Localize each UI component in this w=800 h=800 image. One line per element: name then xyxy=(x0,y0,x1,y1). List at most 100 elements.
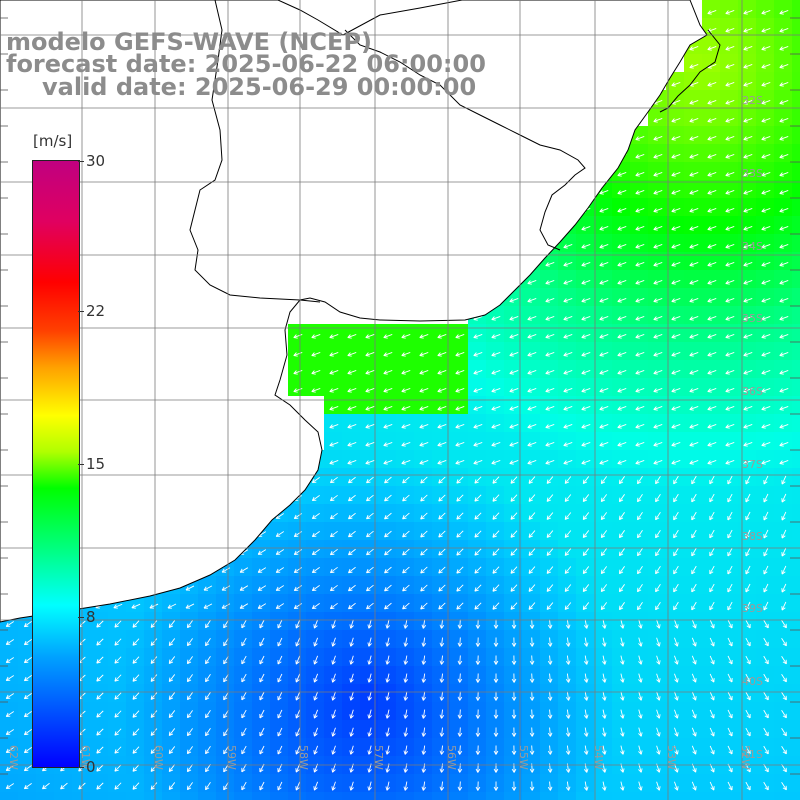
wind-arrow xyxy=(150,674,158,682)
wind-cell xyxy=(648,180,666,198)
wind-arrow xyxy=(745,637,751,647)
wind-arrow xyxy=(779,208,789,213)
wind-arrow xyxy=(5,729,14,735)
wind-arrow xyxy=(618,566,625,575)
wind-cell xyxy=(702,432,720,450)
lat-label: 38S xyxy=(742,530,763,543)
wind-arrow xyxy=(420,476,428,484)
wind-arrow xyxy=(150,710,158,718)
wind-arrow xyxy=(763,565,769,575)
wind-cell xyxy=(288,324,306,342)
wind-cell xyxy=(738,18,756,36)
wind-cell xyxy=(612,792,630,800)
wind-cell xyxy=(684,378,702,396)
wind-arrow xyxy=(743,64,753,69)
wind-cell xyxy=(36,774,54,792)
colorbar-tick-8: 8 xyxy=(78,608,96,626)
wind-arrow xyxy=(96,674,104,682)
wind-arrow xyxy=(186,710,193,719)
wind-arrow xyxy=(673,601,679,611)
wind-cell xyxy=(666,108,684,126)
wind-cell xyxy=(288,342,306,360)
wind-cell xyxy=(432,576,450,594)
wind-cell xyxy=(666,540,684,558)
wind-arrow xyxy=(582,548,590,556)
wind-cell xyxy=(468,396,486,414)
wind-arrow xyxy=(781,475,787,485)
wind-cell xyxy=(738,540,756,558)
wind-arrow xyxy=(528,512,536,520)
wind-cell xyxy=(468,738,486,756)
wind-arrow xyxy=(475,619,481,629)
wind-arrow xyxy=(491,424,501,429)
wind-cell xyxy=(522,666,540,684)
wind-cell xyxy=(792,162,800,180)
wind-arrow xyxy=(383,352,393,357)
wind-arrow xyxy=(474,584,482,592)
wind-arrow xyxy=(725,424,735,429)
wind-arrow xyxy=(329,584,338,592)
wind-cell xyxy=(342,432,360,450)
wind-arrow xyxy=(132,656,140,664)
wind-cell xyxy=(684,216,702,234)
wind-arrow xyxy=(403,709,409,719)
wind-arrow xyxy=(331,619,336,629)
wind-arrow xyxy=(419,424,429,429)
wind-arrow xyxy=(779,244,789,249)
wind-arrow xyxy=(23,782,32,790)
wind-cell xyxy=(486,396,504,414)
wind-cell xyxy=(414,594,432,612)
wind-cell xyxy=(576,378,594,396)
wind-cell xyxy=(774,684,792,702)
wind-cell xyxy=(540,594,558,612)
wind-cell xyxy=(666,450,684,468)
wind-cell xyxy=(180,594,198,612)
wind-cell xyxy=(774,360,792,378)
wind-arrow xyxy=(114,692,122,700)
wind-cell xyxy=(414,612,432,630)
wind-cell xyxy=(450,558,468,576)
wind-arrow xyxy=(600,602,608,611)
wind-arrow xyxy=(635,460,645,465)
wind-arrow xyxy=(114,728,122,736)
wind-cell xyxy=(738,630,756,648)
wind-cell xyxy=(756,72,774,90)
wind-arrow xyxy=(709,673,715,683)
wind-cell xyxy=(414,666,432,684)
wind-cell xyxy=(162,774,180,792)
wind-cell xyxy=(720,522,738,540)
wind-cell xyxy=(396,504,414,522)
wind-arrow xyxy=(23,674,32,682)
wind-arrow xyxy=(492,548,500,556)
wind-cell xyxy=(558,468,576,486)
wind-cell xyxy=(378,450,396,468)
wind-arrow xyxy=(689,316,699,321)
wind-cell xyxy=(666,198,684,216)
wind-cell xyxy=(432,648,450,666)
wind-cell xyxy=(756,198,774,216)
wind-arrow xyxy=(509,442,519,447)
wind-arrow xyxy=(743,316,753,321)
forecast-date: forecast date: 2025-06-22 06:00:00 xyxy=(6,50,486,78)
wind-arrow xyxy=(671,334,681,339)
colorbar-tick-30: 30 xyxy=(77,152,106,170)
wind-arrow xyxy=(546,512,554,520)
wind-arrow xyxy=(743,118,753,123)
wind-cell xyxy=(774,432,792,450)
wind-arrow xyxy=(529,691,535,701)
wind-arrow xyxy=(637,512,643,521)
wind-arrow xyxy=(761,442,771,447)
wind-arrow xyxy=(671,262,681,267)
wind-arrow xyxy=(689,460,699,465)
wind-arrow xyxy=(527,406,537,411)
wind-cell xyxy=(378,396,396,414)
wind-arrow xyxy=(707,460,717,465)
wind-arrow xyxy=(331,781,336,791)
wind-arrow xyxy=(311,477,320,484)
wind-cell xyxy=(612,540,630,558)
wind-arrow xyxy=(761,244,771,249)
wind-arrow xyxy=(366,584,374,592)
lat-label: 41S xyxy=(742,748,763,761)
wind-arrow xyxy=(707,370,717,375)
wind-cell xyxy=(648,450,666,468)
